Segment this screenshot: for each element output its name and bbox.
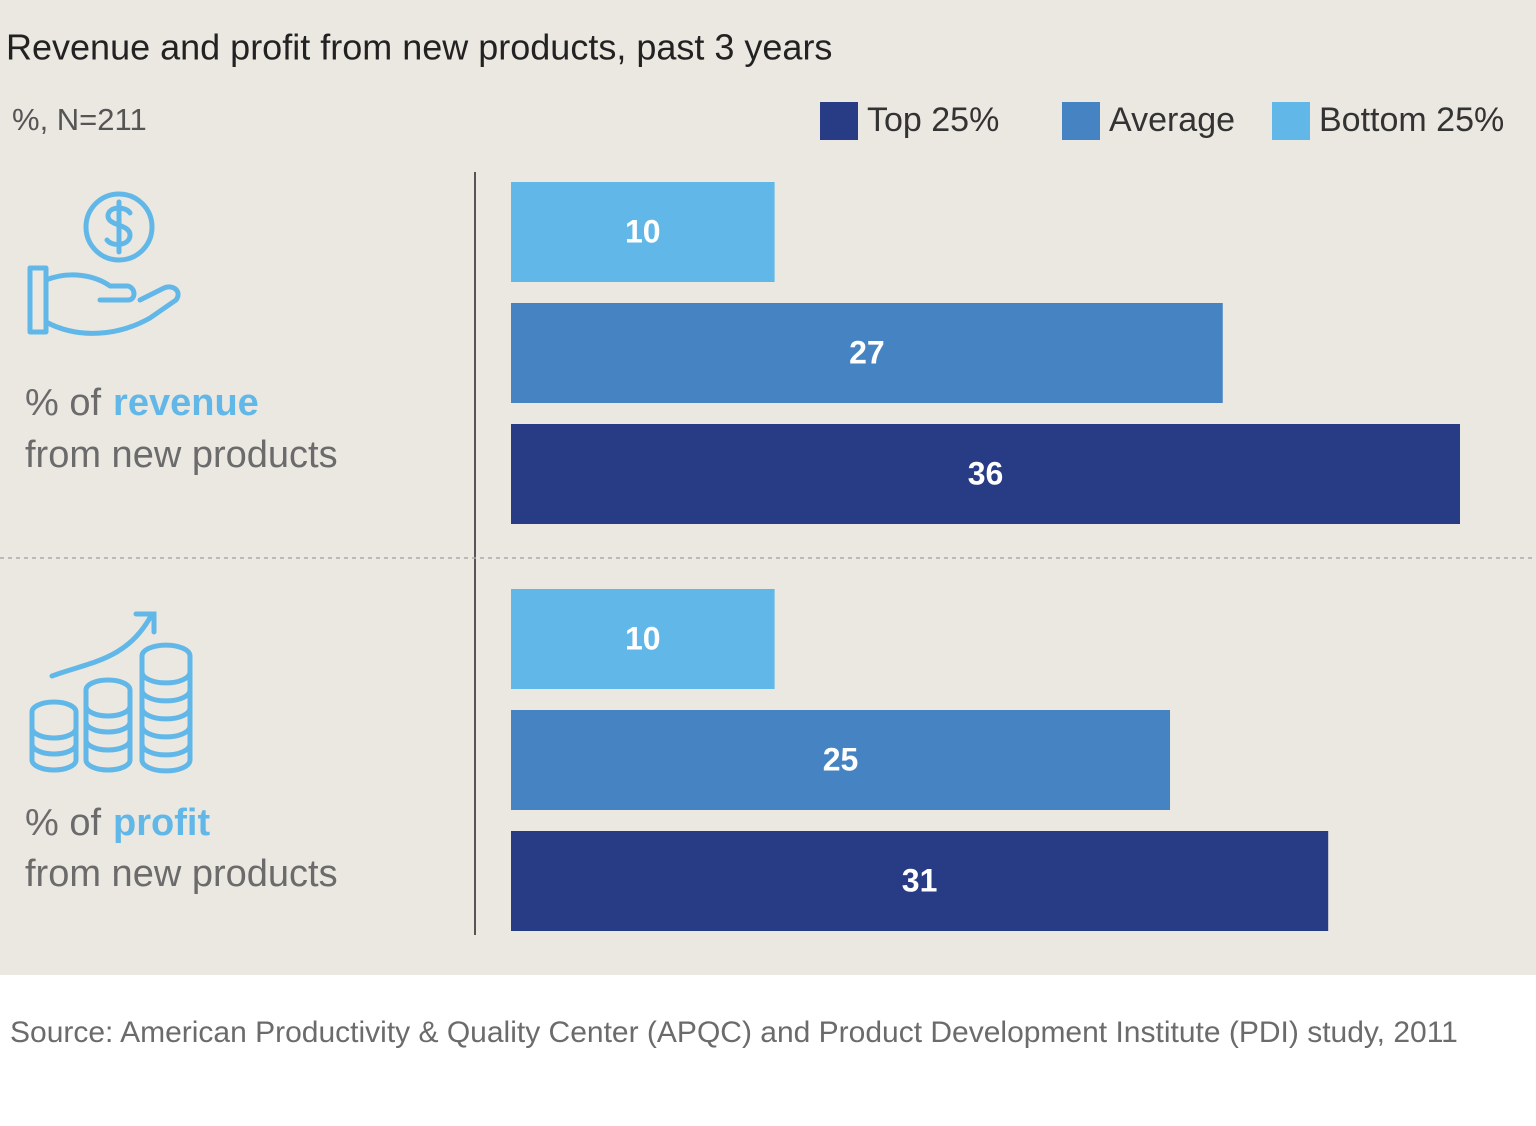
category-label-key: revenue (113, 382, 259, 424)
legend-label: Average (1109, 101, 1235, 139)
bar (511, 303, 1223, 403)
category-label-rest: from new products (25, 853, 338, 895)
category-label: % of profit (25, 802, 210, 844)
bar-value-label: 25 (823, 741, 859, 777)
chart-subtitle: %, N=211 (12, 102, 147, 137)
bar-value-label: 10 (625, 620, 661, 656)
bar-value-label: 10 (625, 213, 661, 249)
revenue-icon (27, 191, 181, 336)
category-label-lead: % of (25, 382, 101, 424)
bar (511, 182, 775, 282)
chart: Revenue and profit from new products, pa… (0, 0, 1536, 975)
bar (511, 589, 775, 689)
category-label: % of revenue (25, 382, 259, 424)
bar-value-label: 27 (849, 334, 885, 370)
bar (511, 710, 1171, 810)
legend-label: Top 25% (867, 101, 999, 139)
category-label-key: profit (113, 802, 210, 844)
category-label-lead: % of (25, 802, 101, 844)
category-label-rest: from new products (25, 434, 338, 476)
legend-label: Bottom 25% (1319, 101, 1504, 139)
bar (511, 424, 1460, 524)
legend-swatch (1272, 102, 1310, 140)
legend-swatch (820, 102, 858, 140)
bar-value-label: 36 (968, 455, 1004, 491)
bar (511, 831, 1329, 931)
chart-title: Revenue and profit from new products, pa… (6, 27, 832, 68)
bar-value-label: 31 (902, 862, 938, 898)
source-note: Source: American Productivity & Quality … (10, 1016, 1458, 1049)
legend-swatch (1062, 102, 1100, 140)
profit-icon (29, 611, 193, 774)
